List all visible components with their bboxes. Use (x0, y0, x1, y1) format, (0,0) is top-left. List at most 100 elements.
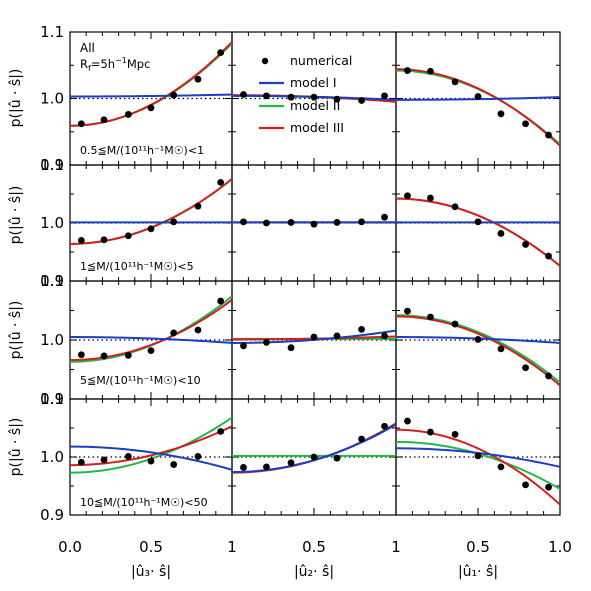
model3-curve (70, 299, 232, 362)
numerical-point (358, 97, 365, 104)
numerical-point (240, 218, 247, 226)
numerical-point (522, 481, 529, 489)
numerical-point (194, 453, 202, 460)
numerical-point (194, 326, 202, 334)
numerical-point (474, 336, 482, 343)
legend-model3-label: model III (290, 120, 344, 135)
numerical-point (497, 463, 505, 471)
numerical-point (124, 453, 132, 460)
numerical-point (427, 313, 434, 321)
numerical-point (474, 218, 482, 226)
numerical-point (451, 320, 459, 328)
model1-curve (70, 93, 232, 98)
numerical-point (217, 179, 225, 186)
xlabel-col-1: |û₂· ŝ| (294, 564, 334, 580)
numerical-point (404, 307, 411, 315)
numerical-point (310, 220, 318, 228)
x-tick-label: 0.5 (466, 538, 490, 556)
xlabel-col-0: |û₃· ŝ| (131, 564, 171, 580)
numerical-point (217, 297, 225, 305)
numerical-point (545, 372, 552, 380)
y-tick-label: 1.1 (40, 23, 64, 41)
numerical-point (451, 203, 459, 211)
panel-0-1 (232, 91, 396, 104)
numerical-point (263, 463, 270, 471)
model1-curve (232, 423, 396, 474)
numerical-point (147, 457, 155, 465)
annotation-all: All (80, 41, 95, 55)
numerical-point (124, 111, 132, 118)
numerical-point (287, 93, 295, 101)
y-tick-label: 1.0 (40, 448, 64, 466)
legend-numerical-label: numerical (290, 53, 352, 68)
numerical-point (263, 219, 270, 227)
numerical-point (404, 417, 411, 425)
numerical-point (217, 428, 225, 435)
numerical-point (451, 78, 459, 86)
panel-1-0 (70, 178, 232, 245)
x-tick-label: 1 (391, 538, 401, 556)
numerical-point (124, 232, 132, 240)
numerical-point (124, 351, 132, 359)
y-tick-label: 0.9 (40, 506, 64, 524)
numerical-point (100, 116, 108, 124)
y-tick-label: 1.1 (40, 272, 64, 290)
y-tick-label: 1.1 (40, 390, 64, 408)
panel-2-1 (232, 325, 396, 352)
numerical-point (545, 252, 552, 260)
model2-curve (70, 42, 232, 127)
numerical-point (100, 236, 108, 244)
model3-curve (396, 197, 560, 267)
model1-curve (70, 445, 232, 471)
panel-0-0 (70, 41, 232, 128)
x-tick-label: 1 (227, 538, 237, 556)
numerical-point (310, 333, 318, 341)
numerical-point (310, 93, 318, 101)
numerical-point (147, 225, 155, 233)
numerical-point (497, 230, 505, 237)
row-label-2: 5≦M/(10¹¹h⁻¹M☉)<10 (80, 374, 201, 387)
numerical-point (427, 194, 434, 202)
numerical-point (287, 344, 295, 352)
numerical-point (170, 329, 178, 337)
numerical-point (522, 120, 529, 128)
numerical-point (381, 332, 388, 340)
row-label-0: 0.5≦M/(10¹¹h⁻¹M☉)<1 (80, 144, 204, 157)
numerical-point (358, 325, 365, 333)
numerical-point (100, 456, 108, 464)
ylabel-row-3: p(|û · ŝ|) (8, 418, 24, 477)
data-layer (70, 41, 560, 506)
numerical-point (194, 202, 202, 210)
y-tick-label: 1.0 (40, 214, 64, 232)
legend-model2-label: model II (290, 98, 340, 113)
model3-curve (70, 425, 232, 467)
numerical-point (170, 461, 178, 468)
row-label-3: 10≦M/(10¹¹h⁻¹M☉)<50 (80, 496, 208, 509)
numerical-point (522, 364, 529, 372)
annotation-rf: Rf=5h−1Mpc (80, 56, 150, 73)
panel-2-2 (396, 307, 560, 387)
panel-3-2 (396, 417, 560, 506)
numerical-point (358, 218, 365, 226)
numerical-point (240, 464, 247, 471)
legend-model1-label: model I (290, 75, 337, 90)
panel-0-2 (396, 67, 560, 147)
model3-curve (396, 428, 560, 506)
x-tick-label: 0.0 (58, 538, 82, 556)
legend-numerical-marker (261, 57, 269, 65)
numerical-point (545, 483, 552, 491)
ylabel-row-0: p(|û · ŝ|) (8, 69, 24, 128)
x-tick-label: 0.5 (139, 538, 163, 556)
model2-curve (70, 178, 232, 245)
panel-2-0 (70, 295, 232, 363)
numerical-point (404, 67, 411, 74)
ylabel-row-2: p(|û · ŝ|) (8, 301, 24, 360)
numerical-point (170, 91, 178, 99)
numerical-point (333, 454, 341, 462)
x-tick-label: 0.5 (302, 538, 326, 556)
model2-curve (396, 314, 560, 384)
row-label-1: 1≦M/(10¹¹h⁻¹M☉)<5 (80, 260, 194, 273)
numerical-point (287, 459, 295, 467)
numerical-point (381, 213, 388, 221)
